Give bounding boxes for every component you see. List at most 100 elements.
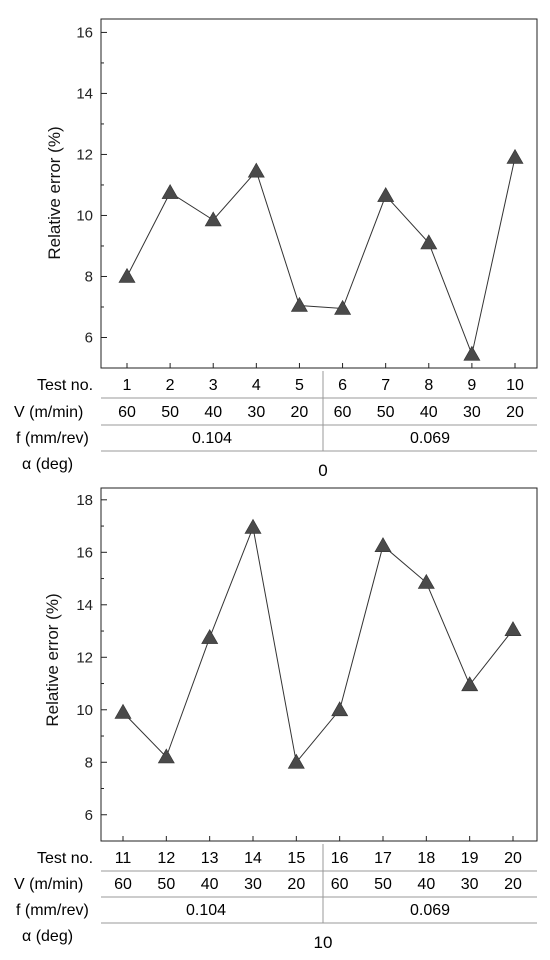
y-tick-label: 12 [76, 146, 93, 163]
velocity-value: 60 [114, 876, 132, 893]
test-no-value: 16 [331, 850, 349, 867]
y-axis-label: Relative error (%) [45, 126, 64, 259]
row-label-test-no: Test no. [37, 377, 93, 394]
plot-frame [100, 18, 538, 369]
test-no-value: 13 [201, 850, 219, 867]
y-tick-label: 18 [76, 492, 93, 509]
feed-value-group-2: 0.069 [410, 430, 450, 447]
panel-bottom: 6 8 10 12 14 16 18 Relative error (%) Test no.… [14, 487, 538, 952]
data-point-marker [244, 518, 262, 534]
y-tick-label: 10 [76, 207, 93, 224]
velocity-value: 40 [420, 404, 438, 421]
y-axis-label: Relative error (%) [43, 593, 62, 726]
data-point-marker [374, 537, 392, 553]
velocity-value: 60 [118, 404, 136, 421]
velocity-row: 60 50 40 30 20 60 50 40 30 20 [114, 876, 522, 893]
data-point-marker [118, 267, 136, 283]
data-point-marker [290, 296, 308, 312]
row-label-feed: f (mm/rev) [16, 430, 89, 447]
plot-frame [100, 487, 538, 842]
velocity-value: 60 [334, 404, 352, 421]
test-no-value: 1 [123, 377, 132, 394]
data-point-marker [417, 573, 435, 589]
velocity-row: 60 50 40 30 20 60 50 40 30 20 [118, 404, 524, 421]
velocity-value: 50 [377, 404, 395, 421]
data-point-marker [204, 211, 222, 227]
y-tick-label: 16 [76, 24, 93, 41]
velocity-value: 60 [331, 876, 349, 893]
data-point-marker [287, 753, 305, 769]
velocity-value: 50 [161, 404, 179, 421]
y-tick-label: 8 [85, 754, 93, 771]
velocity-value: 40 [417, 876, 435, 893]
velocity-value: 30 [244, 876, 262, 893]
test-no-value: 10 [506, 377, 524, 394]
data-point-marker [463, 345, 481, 361]
data-point-marker [334, 299, 352, 315]
test-no-value: 17 [374, 850, 392, 867]
y-tick-label: 6 [85, 329, 93, 346]
y-tick-label: 6 [85, 807, 93, 824]
test-no-value: 3 [209, 377, 218, 394]
test-no-value: 15 [287, 850, 305, 867]
velocity-value: 50 [374, 876, 392, 893]
velocity-value: 50 [157, 876, 175, 893]
velocity-value: 20 [504, 876, 522, 893]
y-tick-label: 12 [76, 649, 93, 666]
test-no-row: 1 2 3 4 5 6 7 8 9 10 [123, 377, 524, 394]
conditions-table: Test no. V (m/min) f (mm/rev) α (deg) 11… [14, 844, 537, 952]
y-tick-label: 14 [76, 597, 93, 614]
velocity-value: 30 [461, 876, 479, 893]
test-no-value: 14 [244, 850, 262, 867]
test-no-value: 12 [157, 850, 175, 867]
test-no-value: 11 [115, 850, 132, 867]
data-point-marker [377, 186, 395, 202]
data-point-marker [114, 703, 132, 719]
data-point-marker [161, 183, 179, 199]
velocity-value: 30 [247, 404, 265, 421]
velocity-value: 40 [204, 404, 222, 421]
data-point-marker [201, 628, 219, 644]
row-label-velocity: V (m/min) [14, 404, 83, 421]
y-tick-label: 14 [76, 85, 93, 102]
test-no-value: 9 [467, 377, 476, 394]
data-point-marker [247, 162, 265, 178]
velocity-value: 20 [506, 404, 524, 421]
data-point-marker [504, 621, 522, 637]
test-no-value: 19 [461, 850, 479, 867]
test-no-value: 20 [504, 850, 522, 867]
data-point-marker [331, 701, 349, 717]
test-no-value: 5 [295, 377, 304, 394]
series [114, 518, 522, 841]
conditions-table: Test no. V (m/min) f (mm/rev) α (deg) 1 2… [14, 371, 537, 480]
test-no-value: 6 [338, 377, 347, 394]
y-axis: 6 8 10 12 14 16 18 [76, 492, 107, 824]
series-line [122, 525, 514, 764]
data-point-marker [461, 676, 479, 692]
test-no-value: 2 [166, 377, 175, 394]
row-label-alpha: α (deg) [22, 456, 73, 473]
velocity-value: 20 [287, 876, 305, 893]
feed-value-group-2: 0.069 [410, 902, 450, 919]
data-point-marker [420, 234, 438, 250]
data-point-marker [157, 748, 175, 764]
y-tick-label: 16 [76, 544, 93, 561]
feed-value-group-1: 0.104 [192, 430, 232, 447]
y-tick-label: 8 [85, 268, 93, 285]
alpha-value: 0 [318, 461, 327, 480]
velocity-value: 30 [463, 404, 481, 421]
y-axis: 6 8 10 12 14 16 [76, 24, 107, 346]
data-point-marker [506, 148, 524, 164]
row-label-alpha: α (deg) [22, 928, 73, 945]
test-no-value: 7 [381, 377, 390, 394]
velocity-value: 40 [201, 876, 219, 893]
series [118, 148, 524, 368]
row-label-feed: f (mm/rev) [16, 902, 89, 919]
row-label-test-no: Test no. [37, 850, 93, 867]
y-tick-label: 10 [76, 702, 93, 719]
alpha-value: 10 [314, 933, 333, 952]
test-no-value: 4 [252, 377, 261, 394]
test-no-row: 11 12 13 14 15 16 17 18 19 20 [115, 850, 522, 867]
